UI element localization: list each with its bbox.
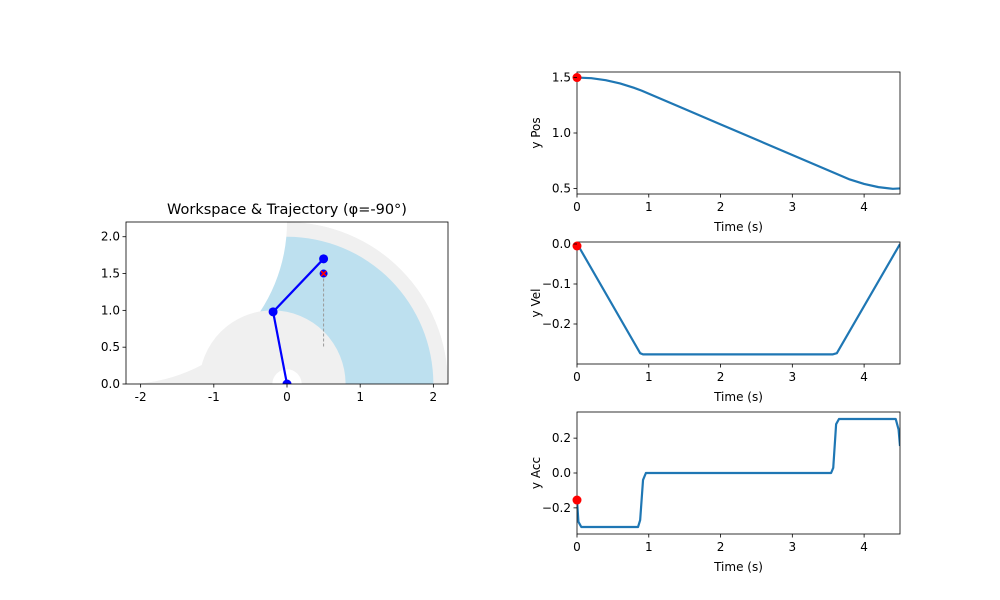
y-tick-label: 0.5 — [101, 340, 120, 354]
x-tick-label: -1 — [208, 390, 220, 404]
y-tick-label: 0.2 — [552, 431, 571, 445]
x-axis-label: Time (s) — [713, 560, 763, 574]
y-tick-label: 1.0 — [552, 126, 571, 140]
arm-joint-1 — [268, 307, 278, 317]
x-tick-label: 2 — [717, 370, 725, 384]
x-tick-label: 3 — [789, 200, 797, 214]
target-x-marker — [320, 270, 327, 277]
x-tick-label: 1 — [645, 200, 653, 214]
x-tick-label: 4 — [860, 370, 868, 384]
x-tick-label: 2 — [717, 540, 725, 554]
x-tick-label: 0 — [573, 200, 581, 214]
x-tick-label: 0 — [283, 390, 291, 404]
y-tick-label: 1.5 — [552, 71, 571, 85]
series-line-3 — [577, 417, 900, 529]
inner-unreachable-circle — [199, 310, 346, 384]
y-tick-label: 1.0 — [101, 303, 120, 317]
series-line-1 — [577, 76, 900, 190]
y-axis-label: y Vel — [529, 289, 543, 318]
x-tick-label: 1 — [356, 390, 364, 404]
x-tick-label: 1 — [645, 370, 653, 384]
base-hole — [272, 369, 302, 384]
y-tick-label: 0.0 — [552, 466, 571, 480]
x-tick-label: 0 — [573, 370, 581, 384]
workspace-plot-area — [126, 222, 448, 384]
y-tick-label: 2.0 — [101, 230, 120, 244]
y-tick-label: 0.5 — [552, 181, 571, 195]
plot-area-3 — [577, 417, 900, 529]
y-axis-label: y Pos — [529, 117, 543, 148]
x-tick-label: 2 — [717, 200, 725, 214]
y-tick-label: −0.1 — [542, 277, 571, 291]
x-tick-label: 2 — [430, 390, 438, 404]
y-tick-label: 0.0 — [552, 237, 571, 251]
x-tick-label: 4 — [860, 200, 868, 214]
outside-reach-right — [287, 222, 448, 384]
y-axis-label: y Acc — [529, 457, 543, 489]
arm-joint-2 — [319, 254, 329, 264]
x-tick-label: -2 — [135, 390, 147, 404]
x-tick-label: 3 — [789, 540, 797, 554]
workspace-title: Workspace & Trajectory (φ=-90°) — [167, 202, 407, 218]
x-axis-label: Time (s) — [713, 220, 763, 234]
x-tick-label: 4 — [860, 540, 868, 554]
x-axis-label: Time (s) — [713, 390, 763, 404]
y-tick-label: −0.2 — [542, 501, 571, 515]
arm-joint-0 — [282, 379, 292, 384]
plot-area-2 — [577, 243, 900, 356]
outside-reach-left — [126, 222, 287, 384]
y-tick-label: −0.2 — [542, 317, 571, 331]
y-tick-label: 1.5 — [101, 267, 120, 281]
current-time-marker-2 — [572, 241, 582, 251]
x-tick-label: 3 — [789, 370, 797, 384]
x-tick-label: 1 — [645, 540, 653, 554]
y-tick-label: 0.0 — [101, 377, 120, 391]
current-time-marker-3 — [572, 495, 582, 505]
x-tick-label: 0 — [573, 540, 581, 554]
axes-frame-2 — [576, 241, 901, 365]
series-line-2 — [577, 243, 900, 356]
plot-area-1 — [577, 76, 900, 190]
